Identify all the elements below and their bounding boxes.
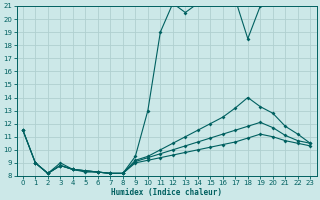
X-axis label: Humidex (Indice chaleur): Humidex (Indice chaleur) bbox=[111, 188, 222, 197]
